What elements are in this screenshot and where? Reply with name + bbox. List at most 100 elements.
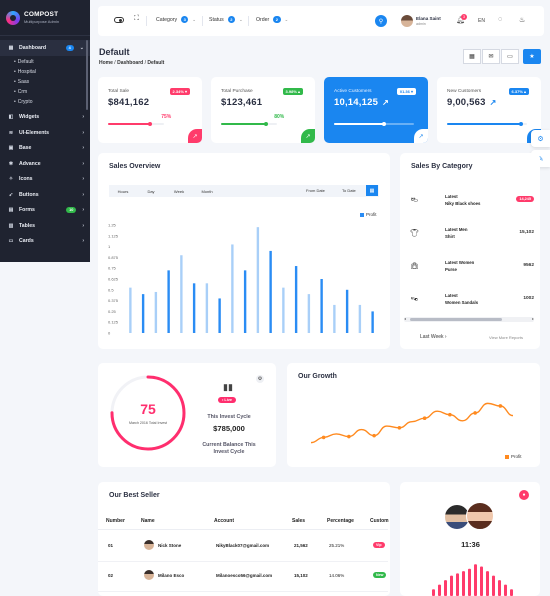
category-dropdown[interactable]: Category 3 ⌄ bbox=[156, 16, 196, 23]
category-row[interactable]: 👕︎ Latest Men Shirt 15,102 bbox=[410, 224, 534, 244]
sidebar-item-dashboard[interactable]: ▦ Dashboard 4 ⌄ bbox=[0, 40, 90, 56]
chat-icon[interactable]: ◌ bbox=[498, 16, 503, 23]
seller-account[interactable]: NikyBlack07@gmail.com bbox=[216, 543, 270, 548]
horizontal-scrollbar[interactable]: ◂ ▸ bbox=[404, 316, 534, 322]
record-button[interactable]: ● bbox=[519, 490, 529, 500]
sidebar-item-widgets[interactable]: ◧ Widgets › bbox=[0, 110, 90, 126]
tool-icon: ✱ bbox=[8, 160, 14, 167]
kpi-value-text: $123,461 bbox=[221, 97, 263, 108]
growth-point bbox=[448, 412, 452, 417]
sidebar-subitem[interactable]: Crm bbox=[0, 87, 90, 97]
kpi-change-badge: 3.98% ▴ bbox=[282, 88, 303, 95]
kpi-progress-dot bbox=[263, 122, 268, 126]
breadcrumb-dashboard[interactable]: Dashboard bbox=[117, 60, 144, 66]
mail-button[interactable]: ✉ bbox=[482, 49, 500, 64]
from-date-input[interactable]: From Date bbox=[302, 186, 329, 195]
kpi-progress-track bbox=[334, 122, 414, 126]
category-row[interactable]: 👞︎ Latest Niky Black shoes 14,245 bbox=[410, 191, 534, 211]
tab-hours[interactable]: Hours bbox=[117, 188, 129, 194]
column-header[interactable]: Percentage bbox=[327, 518, 354, 524]
category-row[interactable]: 👜︎ Latest Women Purse 9562 bbox=[410, 257, 534, 277]
purse-icon: 👜︎ bbox=[410, 263, 419, 270]
sidebar-item-base[interactable]: ▣ Base › bbox=[0, 141, 90, 157]
invest-settings-button[interactable]: ⚙ bbox=[256, 375, 264, 383]
sidebar-item-icons[interactable]: ✧ Icons › bbox=[0, 172, 90, 188]
growth-legend: Profit bbox=[505, 454, 522, 459]
search-button[interactable]: ⚲ bbox=[375, 15, 387, 27]
scroll-right-icon[interactable]: ▸ bbox=[531, 316, 534, 321]
to-date-input[interactable]: To Date bbox=[338, 186, 360, 195]
legend-label: Profit bbox=[366, 212, 377, 217]
breadcrumb-home[interactable]: Home bbox=[99, 60, 113, 66]
receiver-avatar[interactable] bbox=[466, 502, 494, 530]
growth-point bbox=[347, 434, 351, 439]
kpi-card[interactable]: Active Customers 10,14,125 ↗ 01.36 ▾ ↗ bbox=[324, 77, 428, 143]
sidebar-subitem[interactable]: Hospital bbox=[0, 67, 90, 77]
kpi-progress-dot bbox=[381, 122, 386, 126]
toggle-icon[interactable] bbox=[114, 17, 124, 23]
tab-day[interactable]: Day bbox=[147, 188, 155, 194]
user-name[interactable]: Elana Saint bbox=[416, 16, 441, 21]
category-row[interactable]: 👡︎ Latest Women Sandals 1002 bbox=[410, 290, 534, 310]
table-row[interactable]: 02 Milano Esco Milanoesco56@gmail.com 15,10… bbox=[98, 562, 388, 592]
best-seller-title: Our Best Seller bbox=[109, 492, 160, 499]
bell-icon[interactable]: 🔔︎ bbox=[456, 17, 465, 24]
period-selector[interactable]: Last Week › bbox=[420, 334, 447, 340]
sidebar-item-tables[interactable]: ▥ Tables › bbox=[0, 218, 90, 234]
star-button[interactable]: ★ bbox=[523, 49, 541, 64]
order-dropdown[interactable]: Order 2 ⌄ bbox=[256, 16, 288, 23]
kpi-progress-track bbox=[108, 122, 164, 126]
seller-percentage: 25.21% bbox=[329, 543, 345, 548]
kpi-card[interactable]: Total Sale $841,162 2.34% ▾ 75% ↗ bbox=[98, 77, 202, 143]
sidebar-item-cards[interactable]: ▭ Cards › bbox=[0, 234, 90, 250]
sales-bar bbox=[307, 294, 311, 333]
seller-account[interactable]: Milanoesco56@gmail.com bbox=[216, 573, 273, 578]
sidebar-item-forms[interactable]: ▤ Forms 10 › bbox=[0, 203, 90, 219]
table-header: Number Name Account Sales Percentage Cus… bbox=[98, 514, 389, 530]
sidebar-subitem[interactable]: Saas bbox=[0, 77, 90, 87]
message-button[interactable]: ▭ bbox=[501, 49, 519, 64]
table-row[interactable]: 01 Nick Stone NikyBlack07@gmail.com 21,562 2… bbox=[98, 532, 388, 562]
column-header[interactable]: Sales bbox=[292, 518, 306, 524]
sidebar-item-ui-elements[interactable]: ≋ UI-Elements › bbox=[0, 125, 90, 141]
settings-float-button[interactable]: ⚙ bbox=[531, 130, 550, 147]
sidebar-item-label: UI-Elements bbox=[19, 129, 49, 136]
tab-month[interactable]: Month bbox=[201, 188, 213, 194]
brand[interactable]: COMPOST Multipurpose Admin bbox=[0, 0, 90, 36]
fullscreen-icon[interactable]: ⛶ bbox=[134, 15, 139, 22]
calendar-button[interactable]: ▦ bbox=[463, 49, 481, 64]
scroll-left-icon[interactable]: ◂ bbox=[404, 316, 407, 321]
scroll-thumb[interactable] bbox=[410, 318, 502, 321]
sidebar-subitem[interactable]: Default bbox=[0, 57, 90, 67]
status-dropdown[interactable]: Status 2 ⌄ bbox=[209, 16, 243, 23]
view-more-link[interactable]: View More Reports bbox=[489, 335, 523, 340]
kpi-change-badge: 01.36 ▾ bbox=[396, 88, 416, 95]
column-header[interactable]: Account bbox=[214, 518, 234, 524]
kpi-value: 10,14,125 ↗ bbox=[334, 97, 389, 108]
column-header[interactable]: Number bbox=[106, 518, 125, 524]
y-tick-label: 1.25 bbox=[108, 223, 117, 228]
sidebar-item-label: Forms bbox=[19, 207, 35, 214]
sidebar-subitem[interactable]: Crypto bbox=[0, 97, 90, 107]
sidebar-scrollbar[interactable] bbox=[86, 40, 88, 110]
dropdown-count: 2 bbox=[273, 16, 281, 23]
column-header[interactable]: Name bbox=[141, 518, 155, 524]
tab-week[interactable]: Week bbox=[173, 188, 185, 194]
seller-name[interactable]: Milano Esco bbox=[158, 573, 185, 578]
kpi-card[interactable]: Total Purchase $123,461 3.98% ▴ 80% ↗ bbox=[211, 77, 315, 143]
flame-icon[interactable]: ♨ bbox=[519, 17, 526, 24]
sidebar-item-advance[interactable]: ✱ Advance › bbox=[0, 156, 90, 172]
language-selector[interactable]: EN bbox=[478, 18, 485, 24]
kpi-card[interactable]: New Customers 9,00,563↗ 6.37% ▴ ↗ bbox=[437, 77, 541, 143]
sidebar-item-buttons[interactable]: ➹ Buttons › bbox=[0, 187, 90, 203]
date-picker-button[interactable]: ▦ bbox=[366, 185, 378, 196]
record-icon: ● bbox=[522, 492, 526, 498]
kpi-label: Total Sale bbox=[108, 89, 130, 94]
column-header[interactable]: Custom bbox=[370, 518, 389, 524]
grid-icon: ▦ bbox=[8, 44, 14, 51]
kpi-value-text: 9,00,563 bbox=[447, 97, 486, 108]
seller-name[interactable]: Nick Stone bbox=[158, 543, 182, 548]
audio-bar bbox=[474, 564, 477, 596]
y-tick-label: 1.125 bbox=[108, 233, 119, 238]
user-avatar[interactable] bbox=[401, 15, 413, 27]
